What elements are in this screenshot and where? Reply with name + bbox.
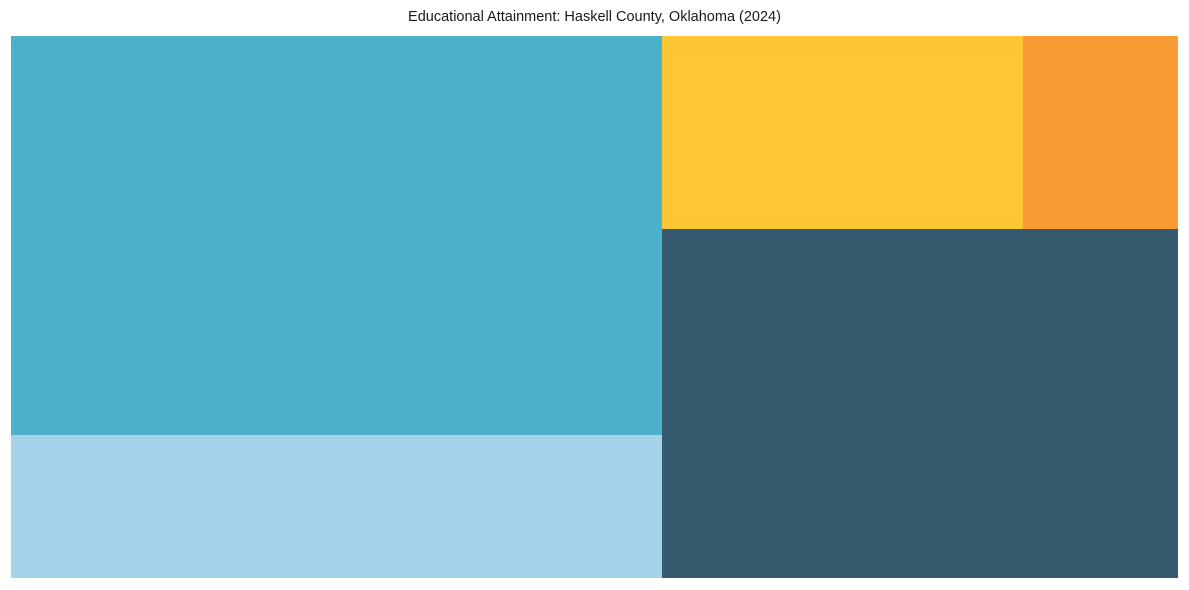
treemap-tile-some-college-no-degree[interactable]: Some college, no degree xyxy=(662,229,1178,578)
chart-title: Educational Attainment: Haskell County, … xyxy=(408,9,781,25)
treemap-tile-associates-degree[interactable]: Associate's degree xyxy=(1023,36,1178,229)
treemap-plot-area: High school graduate (includes equivalen… xyxy=(11,36,1178,578)
treemap-tile-less-than-high-school[interactable]: Less than high school diploma xyxy=(11,435,662,578)
treemap-tile-high-school-graduate[interactable]: High school graduate (includes equivalen… xyxy=(11,36,662,435)
treemap-tile-bachelors-degree[interactable]: Bachelor's degree xyxy=(662,36,1023,229)
